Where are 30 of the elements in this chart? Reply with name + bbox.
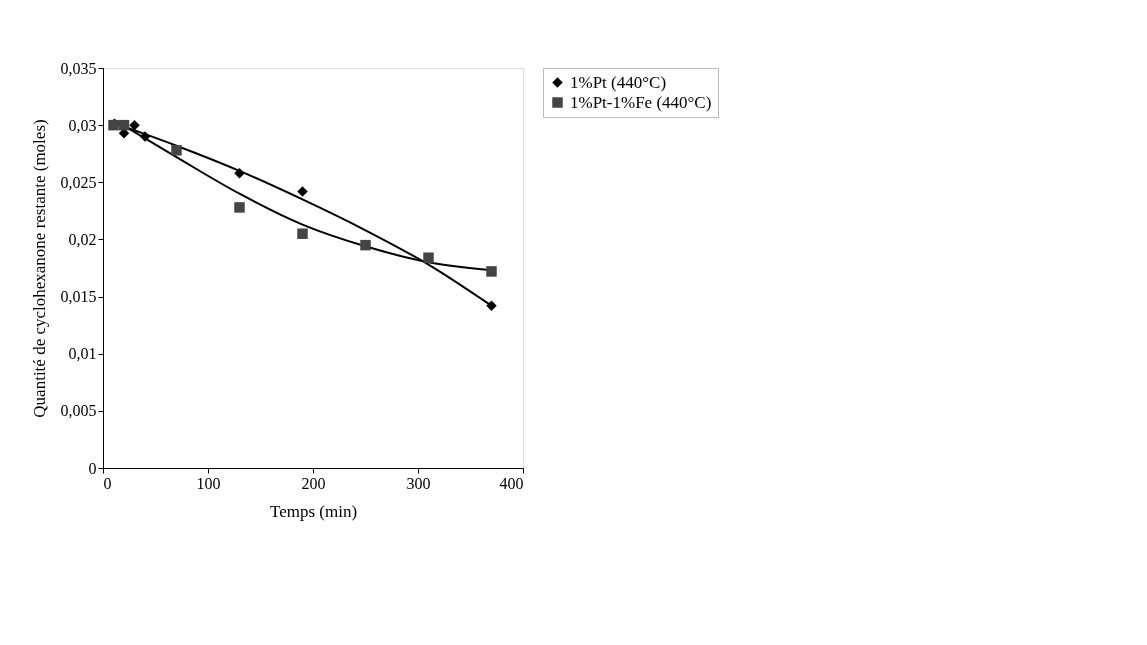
- y-tick-label: 0: [88, 459, 97, 477]
- y-tick-label: 0,01: [68, 345, 97, 363]
- point: [423, 252, 434, 263]
- y-tick-label: 0,025: [60, 173, 97, 191]
- y-tick-label: 0,015: [60, 288, 97, 306]
- point: [171, 145, 182, 156]
- x-tick-label: 200: [301, 474, 326, 492]
- point: [108, 119, 119, 131]
- legend-label: 1%Pt-1%Fe (440°C): [570, 92, 712, 112]
- y-tick-label: 0,005: [60, 402, 97, 420]
- point: [297, 228, 308, 239]
- x-tick-label: 300: [406, 474, 431, 492]
- point: [297, 186, 308, 197]
- y-tick-label: 0,02: [68, 230, 97, 248]
- point: [486, 266, 497, 277]
- point: [139, 131, 151, 142]
- point: [486, 300, 497, 311]
- y-axis-title: Quantité de cyclohexanone restante (moles): [29, 119, 49, 418]
- point: [129, 119, 140, 131]
- legend-label: 1%Pt (440°C): [570, 72, 667, 92]
- point: [234, 202, 245, 213]
- point: [360, 239, 371, 251]
- point: [234, 167, 245, 179]
- point: [118, 119, 130, 131]
- x-tick-label: 100: [196, 474, 221, 492]
- y-tick-label: 0,03: [68, 116, 97, 134]
- x-tick-label: 0: [103, 474, 112, 492]
- y-tick-label: 0,035: [60, 59, 97, 77]
- x-axis-title: Temps (min): [269, 501, 358, 521]
- x-tick-label: 400: [499, 474, 524, 492]
